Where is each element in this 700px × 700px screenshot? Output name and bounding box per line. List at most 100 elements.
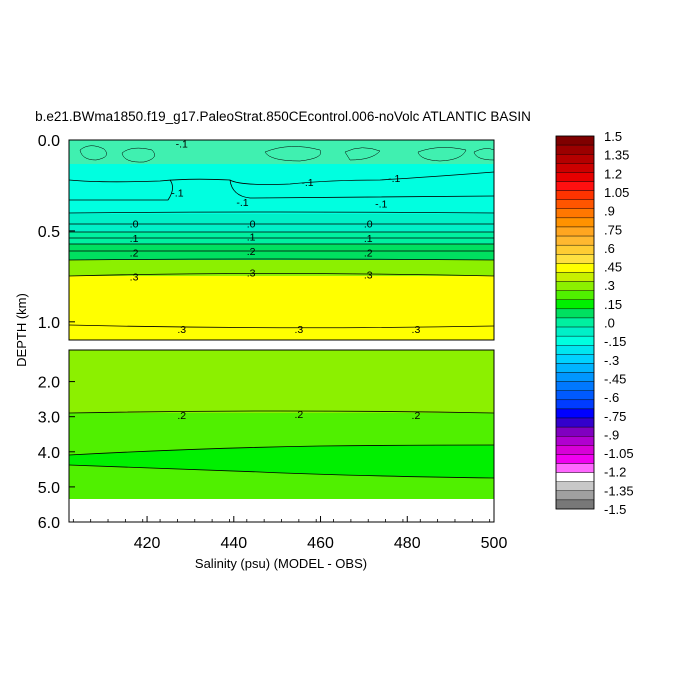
upper-band-green-2	[69, 244, 494, 260]
contour-label: -.1	[236, 197, 248, 209]
colorbar-cell	[555, 354, 595, 364]
x-axis: 420 440 460 480 500	[72, 516, 508, 552]
colorbar-cell	[555, 190, 595, 200]
colorbar-cell	[555, 381, 595, 391]
colorbar-cell	[555, 272, 595, 282]
contour-label: -.1	[301, 177, 313, 189]
y-tick-label: 4.0	[38, 445, 60, 462]
colorbar-label: .45	[604, 260, 622, 275]
contour-line	[68, 324, 495, 329]
colorbar-label: -.3	[604, 353, 619, 368]
x-tick-label: 480	[394, 535, 421, 552]
upper-panel	[68, 139, 495, 341]
colorbar-cell	[555, 372, 595, 382]
colorbar-cell	[555, 208, 595, 219]
upper-band-aqua	[69, 214, 494, 232]
colorbar-label: .15	[604, 297, 622, 312]
colorbar-cell	[555, 135, 595, 146]
colorbar-cell	[555, 217, 595, 228]
y-tick-label: 3.0	[38, 410, 60, 427]
colorbar-cell	[555, 163, 595, 173]
contour-line	[68, 258, 495, 261]
colorbar-cell	[555, 281, 595, 291]
x-tick-label: 500	[481, 535, 508, 552]
colorbar-label: -.15	[604, 334, 626, 349]
lower-region-green	[69, 445, 494, 478]
colorbar-cell	[555, 426, 595, 437]
contour-label: .2	[177, 410, 186, 422]
colorbar-label: -.6	[604, 390, 619, 405]
colorbar-label: .0	[604, 316, 615, 331]
contour-labels: -.1-.1-.1 -.1-.1 -.1.0.0.0.1.1.1.2.2.2.3.3…	[130, 139, 421, 422]
colorbar-cell	[555, 436, 595, 446]
colorbar-cell	[555, 244, 595, 255]
colorbar-cell	[555, 254, 595, 264]
x-tick-label: 440	[220, 535, 247, 552]
contour-line	[68, 410, 495, 414]
lower-panel	[68, 349, 495, 523]
colorbar-cell	[555, 399, 595, 410]
colorbar-cell	[555, 263, 595, 273]
upper-frame	[68, 139, 495, 341]
colorbar-cell	[555, 345, 595, 355]
y-axis-label: DEPTH (km)	[14, 293, 29, 367]
colorbar-label: .75	[604, 222, 622, 237]
colorbar-label: 1.5	[604, 129, 622, 144]
contour-line	[69, 179, 495, 201]
y-tick-label: 2.0	[38, 375, 60, 392]
contour-label: .3	[130, 271, 139, 283]
colorbar-label: -.45	[604, 371, 626, 386]
colorbar-cell	[555, 153, 595, 164]
colorbar-cell	[555, 445, 595, 455]
colorbar-label: -.9	[604, 427, 619, 442]
x-axis-label: Salinity (psu) (MODEL - OBS)	[195, 556, 367, 571]
contour-label: -.1	[176, 139, 188, 151]
y-axis: 0.0 0.5 1.0 2.0 3.0 4.0 5.0 6.0	[38, 133, 75, 532]
colorbar-cell	[555, 299, 595, 310]
contour-label: .2	[412, 410, 421, 422]
contour-label: .2	[247, 246, 256, 258]
upper-band-cyan	[69, 164, 494, 214]
colorbar-label: -.75	[604, 409, 626, 424]
colorbar-label: 1.2	[604, 166, 622, 181]
chart-title: b.e21.BWma1850.f19_g17.PaleoStrat.850CEc…	[35, 109, 531, 124]
colorbar-label: 1.35	[604, 148, 629, 163]
contour-line	[68, 273, 495, 277]
colorbar-cell	[555, 499, 595, 510]
colorbar-cell	[555, 481, 595, 492]
contour-label: .1	[247, 231, 256, 243]
colorbar-label: -1.05	[604, 446, 634, 461]
contour-label: .3	[177, 324, 186, 336]
colorbar-cell	[555, 326, 595, 337]
contour-label: .3	[412, 324, 421, 336]
contour-label: .3	[294, 324, 303, 336]
surface-patches	[79, 145, 495, 163]
colorbar: 1.5 1.35 1.2 1.05 .9 .75 .6 .45 .3 .15 .0 -.15 -.3 -.…	[555, 129, 634, 517]
contour-label: .2	[294, 409, 303, 421]
contour-label: .1	[130, 233, 139, 245]
colorbar-label: -1.35	[604, 483, 634, 498]
colorbar-cell	[555, 490, 595, 501]
contour-label: .3	[364, 270, 373, 282]
colorbar-cell	[555, 363, 595, 373]
colorbar-cell	[555, 454, 595, 464]
colorbar-cell	[555, 199, 595, 209]
colorbar-frame	[555, 135, 595, 510]
contour-label: -.1	[375, 199, 387, 211]
colorbar-label: -1.5	[604, 502, 626, 517]
colorbar-cell	[555, 335, 595, 346]
contour-label: -.1	[388, 173, 400, 185]
contour-label: .0	[247, 219, 256, 231]
contour-label: .0	[364, 219, 373, 231]
lower-band-yellowgreen	[69, 350, 494, 413]
colorbar-cell	[555, 144, 595, 155]
contour-label: .0	[130, 219, 139, 231]
contour-line	[68, 444, 495, 456]
colorbar-cell	[555, 226, 595, 237]
y-tick-label: 1.0	[38, 315, 60, 332]
upper-band-yellow	[69, 276, 494, 340]
y-tick-label: 0.5	[38, 224, 60, 241]
colorbar-label: .3	[604, 278, 615, 293]
contour-label: .3	[247, 268, 256, 280]
